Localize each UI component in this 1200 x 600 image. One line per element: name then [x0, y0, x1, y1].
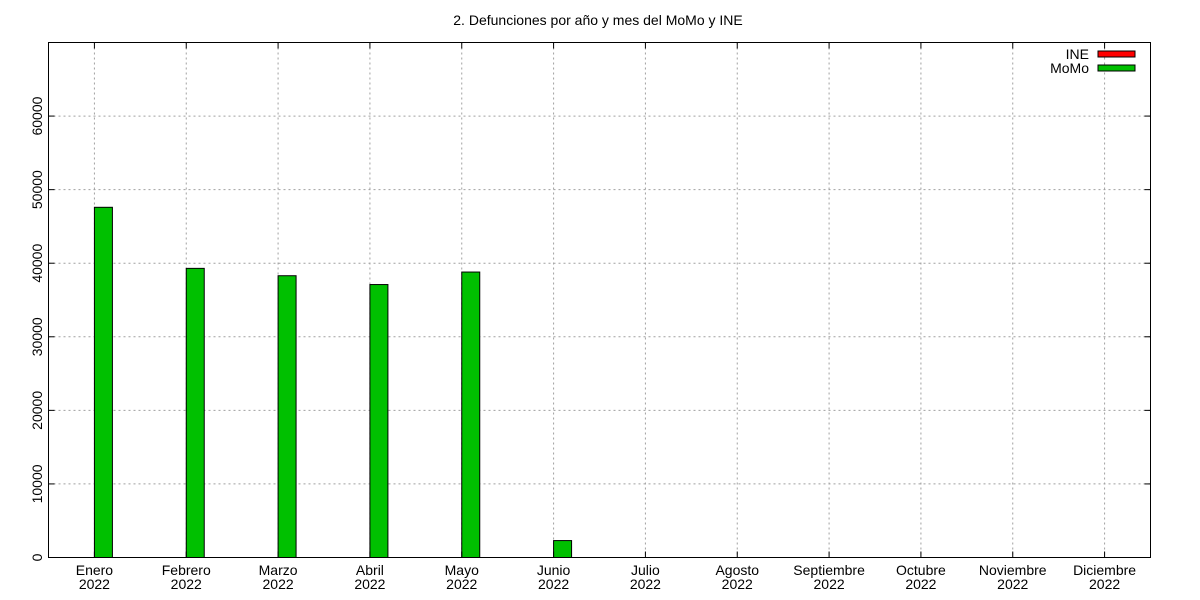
x-tick-label-year: 2022: [263, 576, 294, 592]
x-tick-label-month: Junio: [537, 562, 571, 578]
x-tick-label-year: 2022: [722, 576, 753, 592]
y-tick-label: 0: [29, 553, 45, 561]
x-tick-label-month: Noviembre: [979, 562, 1047, 578]
chart-title: 2. Defunciones por año y mes del MoMo y …: [453, 12, 742, 28]
bar-momo: [369, 284, 389, 558]
legend-swatch: [1097, 64, 1136, 72]
bar-momo: [553, 540, 573, 558]
axes: 0100002000030000400005000060000Enero2022…: [29, 42, 1151, 592]
legend-label: MoMo: [1050, 60, 1089, 76]
x-tick-label-month: Agosto: [715, 562, 759, 578]
x-tick-label-month: Marzo: [259, 562, 298, 578]
y-tick-label: 50000: [29, 170, 45, 209]
x-tick-label-year: 2022: [79, 576, 110, 592]
x-tick-label-month: Enero: [76, 562, 114, 578]
plot-frame: [48, 42, 1151, 558]
y-tick-label: 20000: [29, 391, 45, 430]
legend-swatch: [1097, 50, 1136, 58]
y-tick-label: 30000: [29, 317, 45, 356]
x-tick-label-year: 2022: [997, 576, 1028, 592]
bar-momo: [461, 271, 481, 558]
x-tick-label-year: 2022: [354, 576, 385, 592]
bar-momo: [185, 267, 205, 558]
x-tick-label-year: 2022: [630, 576, 661, 592]
x-tick-label-month: Febrero: [162, 562, 211, 578]
x-tick-label-year: 2022: [538, 576, 569, 592]
legend-label: INE: [1066, 46, 1089, 62]
x-tick-label-month: Diciembre: [1073, 562, 1136, 578]
bars: [93, 206, 573, 559]
y-tick-label: 40000: [29, 244, 45, 283]
x-tick-label-year: 2022: [1089, 576, 1120, 592]
y-tick-label: 60000: [29, 96, 45, 135]
x-tick-label-month: Mayo: [445, 562, 479, 578]
x-tick-label-year: 2022: [905, 576, 936, 592]
y-tick-label: 10000: [29, 464, 45, 503]
x-tick-label-month: Octubre: [896, 562, 946, 578]
grid: [48, 42, 1151, 558]
x-tick-label-month: Abril: [356, 562, 384, 578]
x-tick-label-year: 2022: [814, 576, 845, 592]
x-tick-label-year: 2022: [446, 576, 477, 592]
x-tick-label-month: Septiembre: [793, 562, 865, 578]
bar-momo: [277, 275, 297, 558]
x-tick-label-month: Julio: [631, 562, 660, 578]
x-tick-label-year: 2022: [171, 576, 202, 592]
bar-momo: [93, 206, 113, 559]
